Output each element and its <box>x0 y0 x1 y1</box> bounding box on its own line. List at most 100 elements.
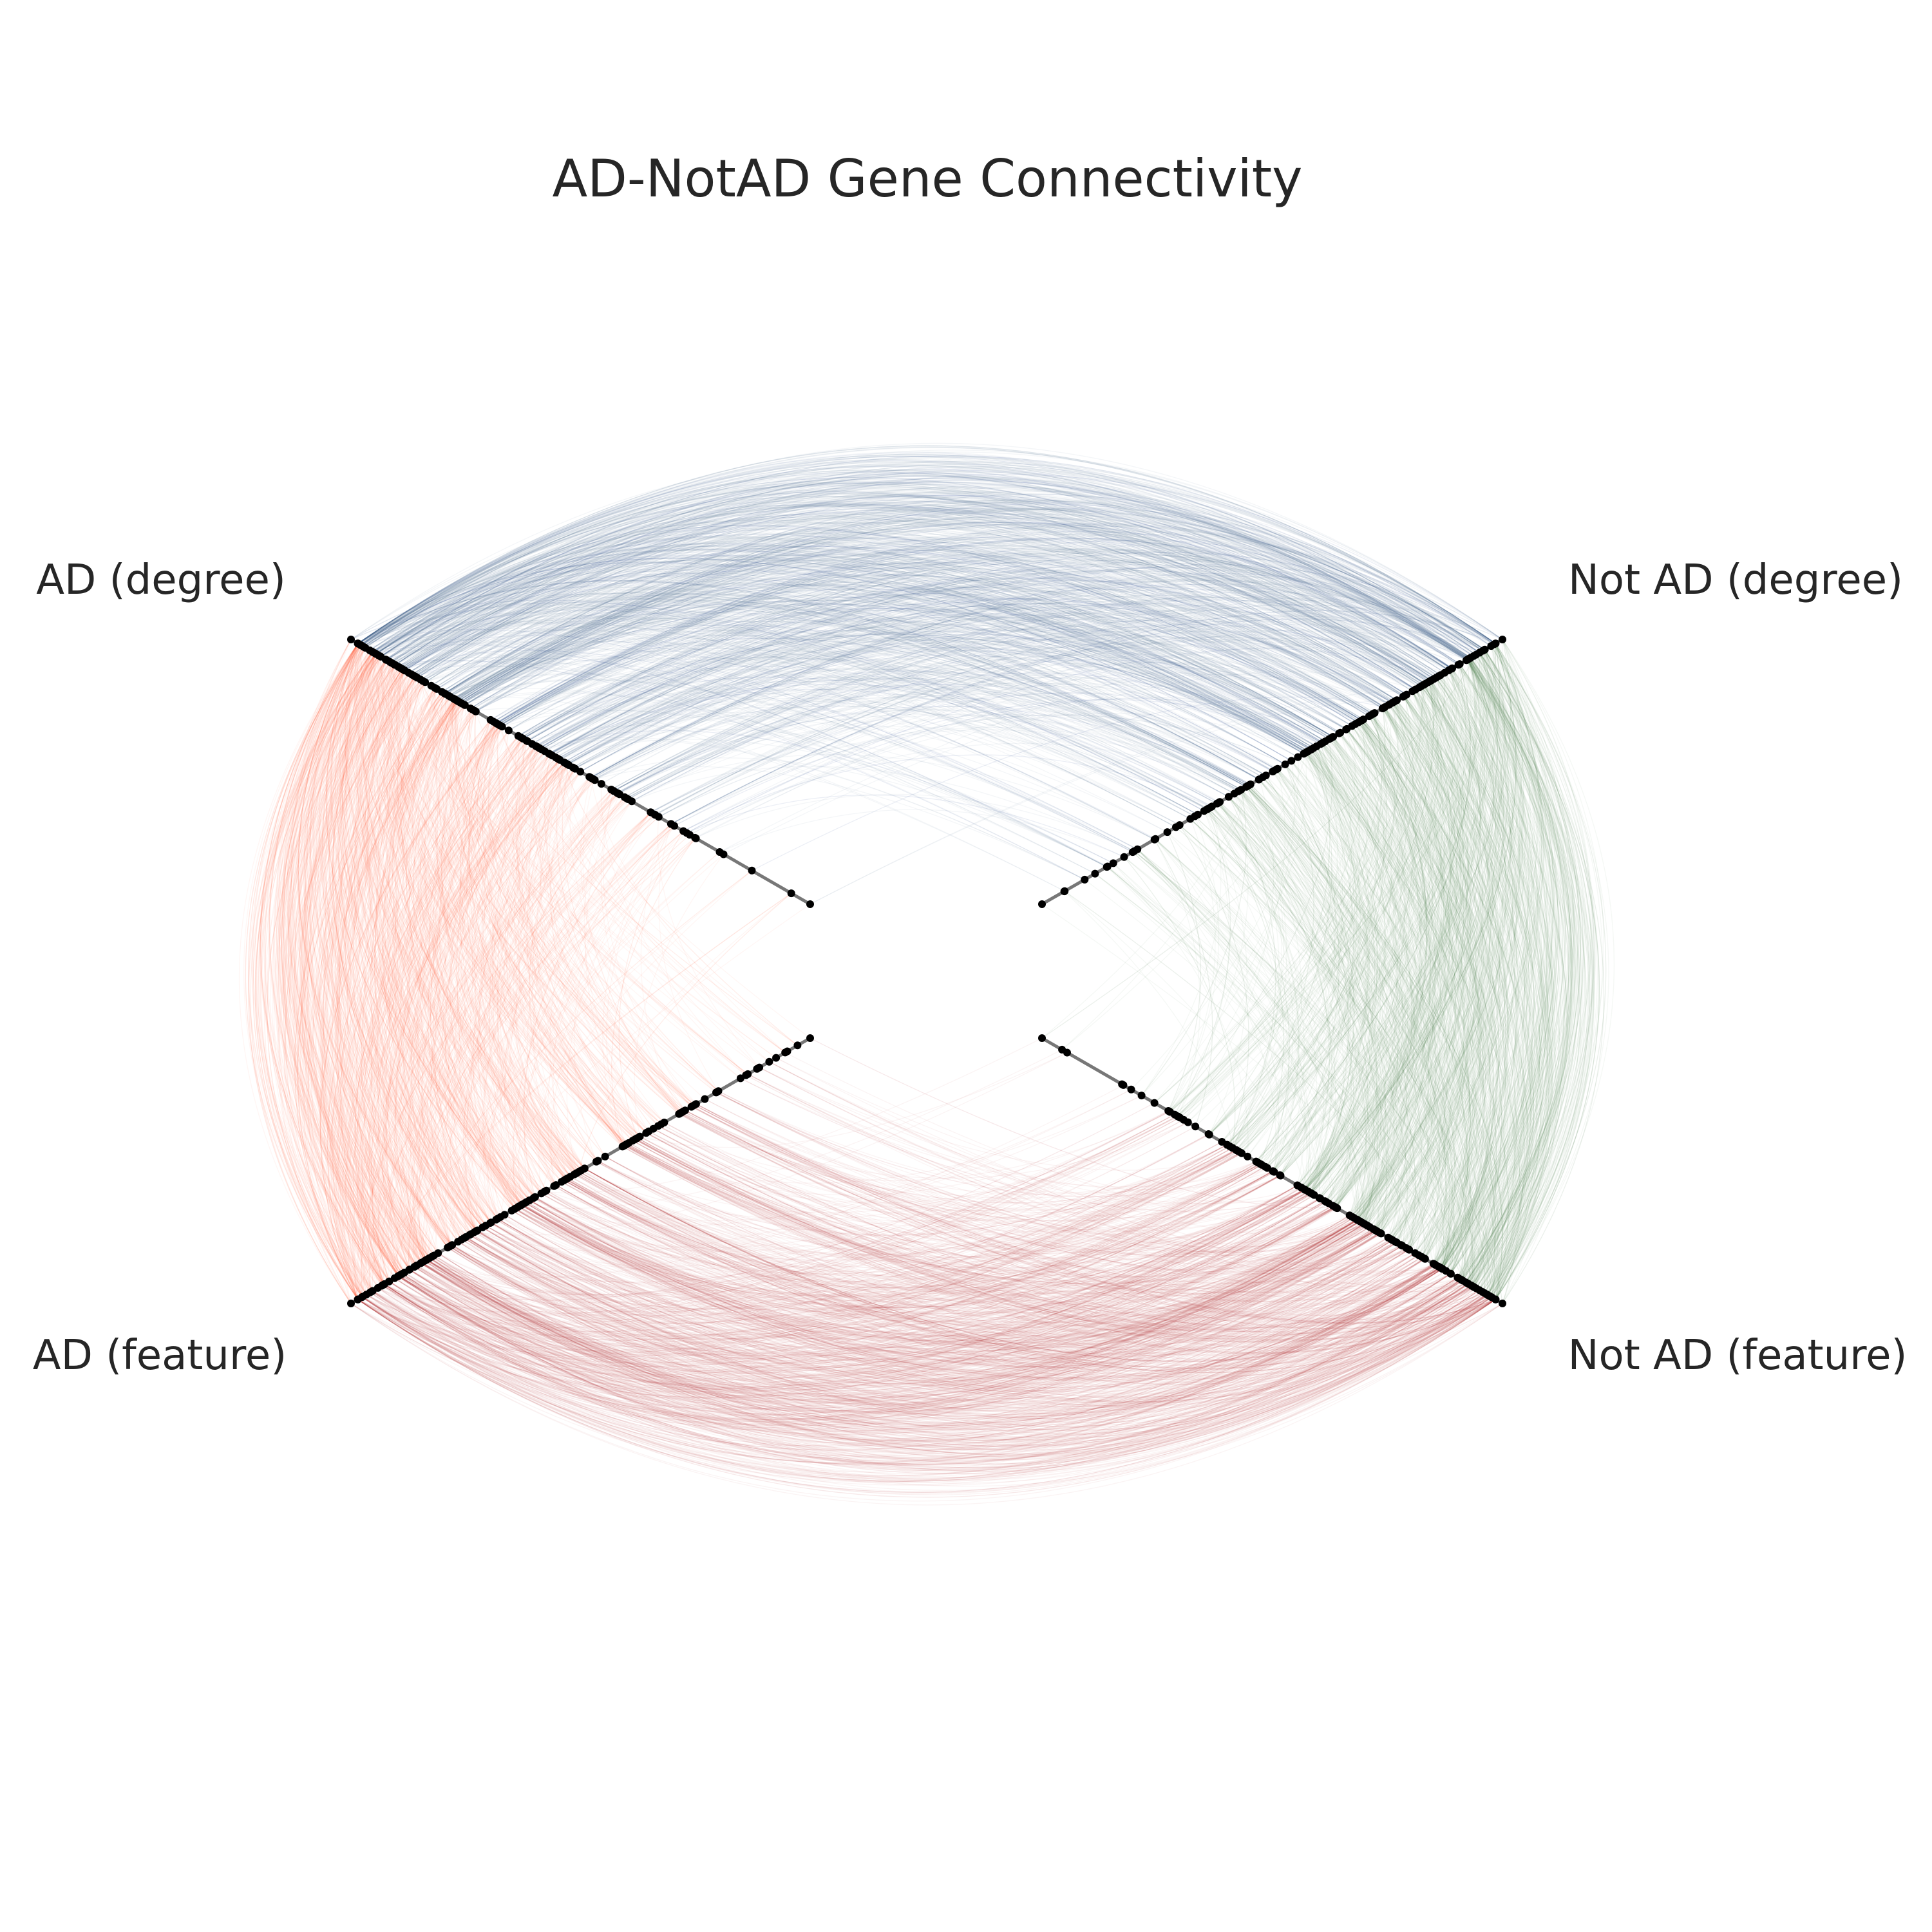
edge <box>602 824 672 1147</box>
edge <box>593 588 1468 780</box>
edge <box>513 768 575 1180</box>
edge <box>412 688 569 1179</box>
edge <box>624 663 1347 798</box>
edge <box>1394 701 1552 1300</box>
edge <box>580 665 1298 772</box>
edge <box>518 676 1213 807</box>
edge <box>402 680 575 1175</box>
edge <box>323 687 435 1273</box>
edge <box>444 585 1323 744</box>
edge <box>395 478 1474 665</box>
edge <box>552 642 1317 756</box>
edge <box>368 759 560 1282</box>
edge <box>537 638 1309 752</box>
edge <box>441 506 1471 692</box>
edge <box>363 542 1326 742</box>
edge <box>395 753 549 1262</box>
edge <box>518 658 1250 786</box>
edge <box>311 676 416 1273</box>
edge <box>454 584 1334 737</box>
edge <box>420 648 1168 833</box>
edge <box>332 659 477 1232</box>
edge <box>464 594 1326 742</box>
edge <box>674 699 1321 826</box>
edge <box>658 824 719 1092</box>
edge <box>460 634 1242 790</box>
edge <box>402 688 542 1194</box>
edge <box>1179 643 1496 1118</box>
edge <box>502 610 1332 739</box>
edge <box>1435 659 1553 1265</box>
edge <box>613 646 1372 791</box>
edge <box>424 536 1395 702</box>
edge <box>412 542 1373 715</box>
edge <box>531 572 1437 744</box>
edge <box>339 643 556 1186</box>
edge <box>1332 736 1431 1231</box>
edge <box>414 666 1108 867</box>
edge <box>1438 676 1555 1283</box>
edge <box>390 489 1450 671</box>
edge <box>422 583 1305 754</box>
edge <box>522 559 1452 739</box>
edge <box>578 893 792 1172</box>
edge <box>342 651 526 1204</box>
edge <box>385 588 1260 780</box>
edge <box>390 740 527 1258</box>
edge <box>518 768 576 1175</box>
edge <box>459 726 556 1186</box>
edge <box>424 566 1340 734</box>
edge <box>394 462 1503 665</box>
edge <box>544 576 1441 752</box>
edge <box>321 701 459 1285</box>
edge <box>375 494 1426 685</box>
edge <box>496 555 1432 724</box>
edge <box>360 576 1260 781</box>
edge <box>306 701 460 1297</box>
edge <box>555 629 1347 758</box>
node <box>1246 780 1255 788</box>
edge <box>357 893 792 1300</box>
edge <box>394 705 486 1226</box>
edge <box>613 599 1467 791</box>
edge <box>434 687 719 1092</box>
edge <box>315 653 459 1242</box>
edge <box>357 620 1155 840</box>
edge <box>409 701 522 1206</box>
edge <box>357 545 1314 748</box>
edge <box>500 538 1471 726</box>
edge <box>301 676 416 1282</box>
edge <box>420 702 542 1194</box>
edge <box>573 811 651 1162</box>
edge <box>573 686 1247 788</box>
edge <box>619 595 1481 795</box>
edge <box>448 591 1314 748</box>
edge <box>419 797 625 1260</box>
edge <box>495 551 1441 724</box>
edge <box>1267 654 1489 1169</box>
edge <box>336 750 545 1300</box>
edge <box>475 575 1372 715</box>
edge <box>365 463 1472 658</box>
edge <box>383 696 483 1228</box>
edge <box>325 655 475 1233</box>
edge <box>694 674 1390 838</box>
edge <box>559 598 1413 761</box>
edge <box>408 515 1420 688</box>
edge <box>389 698 491 1224</box>
edge <box>434 751 545 1231</box>
edge <box>408 625 1208 810</box>
edge <box>375 649 1085 880</box>
edge <box>1440 674 1565 1291</box>
edge <box>357 466 1459 665</box>
edge <box>455 582 1340 734</box>
edge <box>450 793 620 1240</box>
edge <box>431 524 1425 687</box>
edge <box>369 762 565 1282</box>
edge <box>1277 768 1430 1249</box>
edge <box>396 677 571 1177</box>
edge <box>360 524 1356 724</box>
edge <box>524 825 675 1200</box>
edge <box>308 677 418 1276</box>
edge <box>810 690 1413 905</box>
